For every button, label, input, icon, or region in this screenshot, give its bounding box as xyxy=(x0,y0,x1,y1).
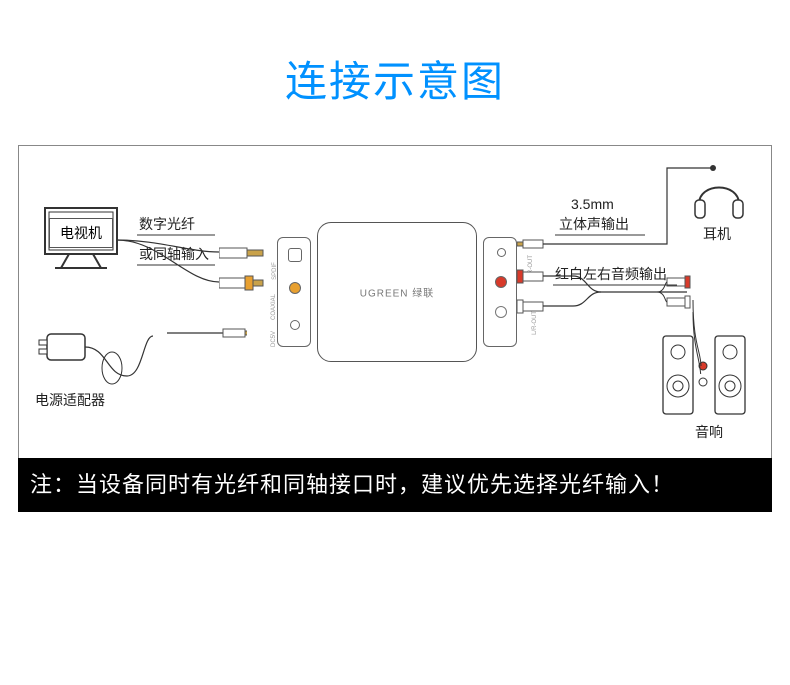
connection-diagram: UGREEN 绿联 SPDIF COAXIAL DC5V L/R-OUT L/R… xyxy=(18,145,772,465)
converter-right-panel xyxy=(483,237,517,347)
converter-body: UGREEN 绿联 xyxy=(317,222,477,362)
headphone-label: 耳机 xyxy=(703,224,731,244)
jack-label-1: 3.5mm xyxy=(571,196,614,212)
rca-label: 红白左右音频输出 xyxy=(555,264,667,284)
page-title: 连接示意图 xyxy=(0,0,790,109)
left-wires xyxy=(99,206,299,386)
headphones-icon xyxy=(689,168,749,228)
speaker-wire xyxy=(687,294,747,374)
note-bar: 注：当设备同时有光纤和同轴接口时，建议优先选择光纤输入！ xyxy=(18,458,772,512)
power-label: 电源适配器 xyxy=(35,390,105,410)
speaker-label: 音响 xyxy=(695,422,723,442)
jack-label-2: 立体声输出 xyxy=(559,214,629,234)
converter-brand: UGREEN 绿联 xyxy=(360,285,435,300)
